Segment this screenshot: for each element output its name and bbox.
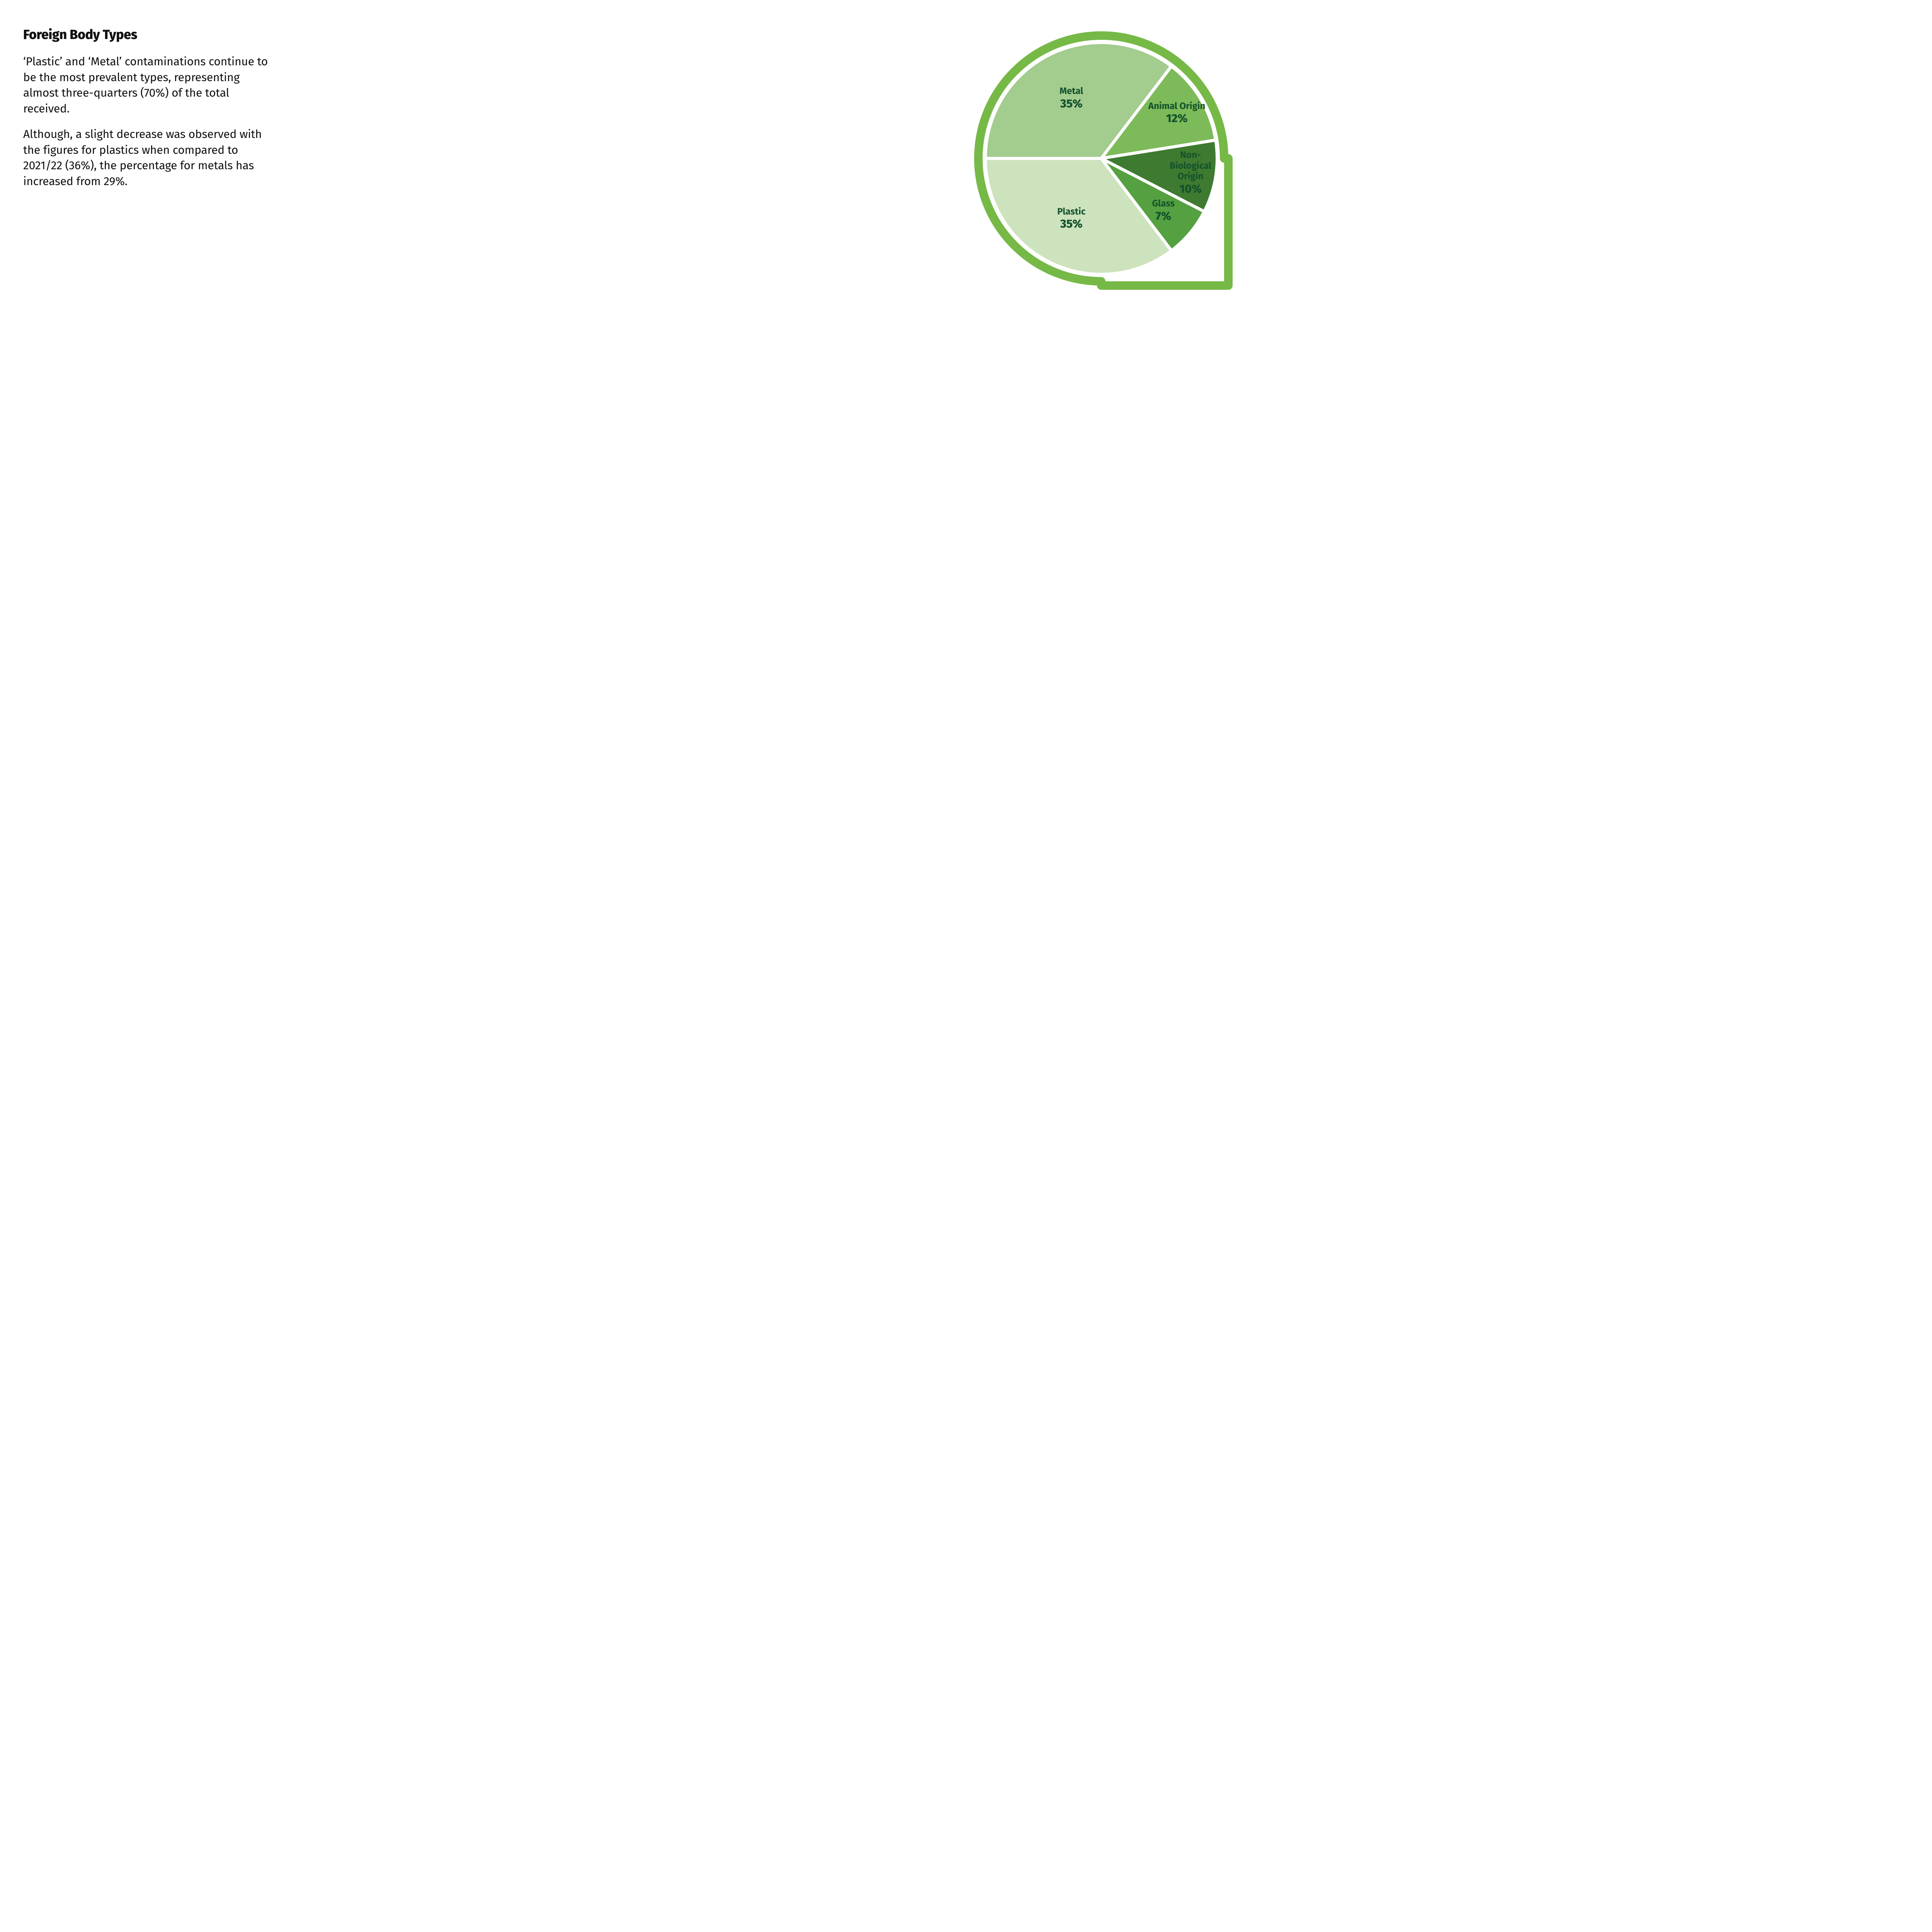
pie-label-pct: 35% [1057, 217, 1085, 231]
page-root: Foreign Body Types ‘Plastic’ and ‘Metal’… [0, 0, 1932, 317]
body-paragraph-2: Although, a slight decrease was observed… [23, 126, 270, 189]
pie-label-pct: 10% [1170, 182, 1212, 196]
chart-column: Metal35%Animal Origin12%Non-BiologicalOr… [294, 27, 1909, 290]
pie-label-glass: Glass7% [1152, 199, 1175, 223]
pie-label-non-biological-origin: Non-BiologicalOrigin10% [1170, 150, 1212, 195]
pie-label-plastic: Plastic35% [1057, 207, 1085, 231]
pie-label-animal-origin: Animal Origin12% [1148, 101, 1206, 125]
section-heading: Foreign Body Types [23, 27, 270, 43]
pie-label-pct: 12% [1148, 112, 1206, 125]
pie-label-pct: 7% [1152, 209, 1175, 223]
pie-chart: Metal35%Animal Origin12%Non-BiologicalOr… [970, 27, 1233, 290]
pie-label-name: Metal [1060, 86, 1083, 97]
pie-label-name: Plastic [1057, 207, 1085, 218]
pie-label-pct: 35% [1060, 97, 1083, 111]
pie-label-name: Non-BiologicalOrigin [1170, 150, 1212, 182]
body-paragraph-1: ‘Plastic’ and ‘Metal’ contaminations con… [23, 54, 270, 116]
pie-label-name: Glass [1152, 199, 1175, 209]
pie-label-name: Animal Origin [1148, 101, 1206, 112]
text-column: Foreign Body Types ‘Plastic’ and ‘Metal’… [23, 27, 270, 199]
pie-label-metal: Metal35% [1060, 86, 1083, 110]
